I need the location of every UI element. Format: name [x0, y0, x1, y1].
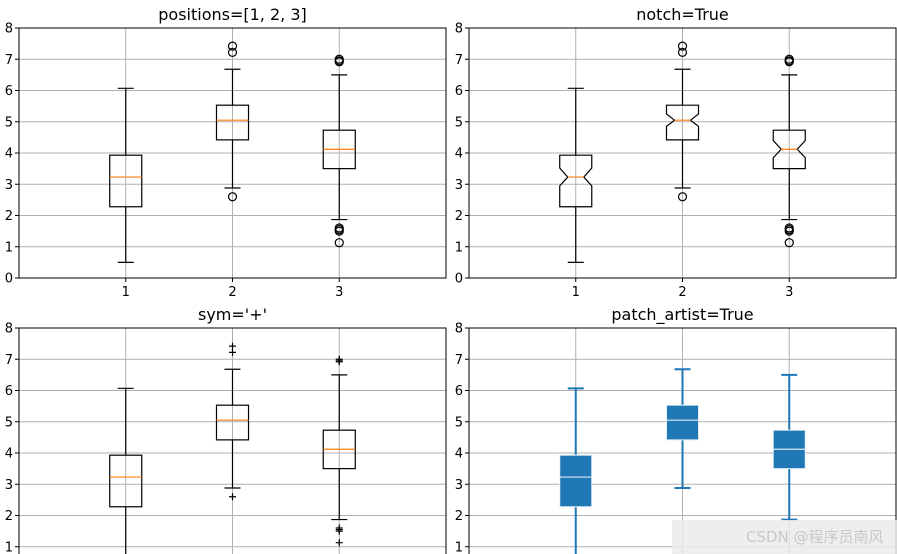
- notched-box: [665, 104, 700, 141]
- subplot-1: positions=[1, 2, 3] 0 1 2 3 4 5 6 7 8 1 2 3: [5, 5, 447, 300]
- y-tick-label: 6: [455, 384, 463, 399]
- box-2: [665, 41, 700, 202]
- outlier-point: [229, 342, 236, 350]
- box-3: [322, 54, 356, 248]
- outlier-point: [334, 238, 344, 248]
- y-tick-label: 0: [455, 272, 463, 287]
- y-tick-label: 7: [5, 53, 13, 68]
- outlier-point: [784, 226, 794, 236]
- axes-frame: [18, 327, 447, 554]
- outlier-point: [784, 57, 794, 67]
- y-tick-label: 7: [455, 53, 463, 68]
- box-3: [322, 355, 356, 547]
- subplot-4: patch_artist=True 1 2 3 4 5 6 7 8: [455, 305, 897, 554]
- box-2: [215, 342, 250, 501]
- y-tick-label: 3: [5, 478, 13, 493]
- subplot-title: patch_artist=True: [611, 305, 753, 325]
- box-body: [665, 404, 700, 441]
- y-tick-label: 3: [455, 178, 463, 193]
- outlier-point: [677, 192, 688, 202]
- box-1: [109, 87, 143, 263]
- box-1: [109, 387, 143, 554]
- axes-frame: [468, 27, 897, 279]
- outlier-point: [227, 192, 238, 202]
- y-tick-label: 1: [455, 240, 463, 255]
- subplot-title: sym='+': [198, 305, 267, 324]
- outlier-point: [677, 41, 688, 51]
- box-body: [215, 404, 250, 441]
- axes-frame: [468, 327, 897, 554]
- outlier-point: [784, 238, 794, 248]
- notched-box: [559, 154, 593, 208]
- y-tick-label: 1: [455, 540, 463, 554]
- y-tick-label: 4: [455, 447, 463, 462]
- outlier-point: [335, 358, 343, 366]
- y-tick-label: 1: [5, 240, 13, 255]
- notched-box: [772, 129, 806, 170]
- x-tick-label: 3: [785, 285, 793, 300]
- outlier-point: [335, 539, 343, 547]
- box-1: [559, 387, 593, 554]
- box-2: [665, 368, 700, 489]
- y-tick-label: 7: [5, 353, 13, 368]
- y-tick-label: 6: [5, 384, 13, 399]
- y-tick-label: 7: [455, 353, 463, 368]
- subplot-title: notch=True: [636, 5, 729, 24]
- outlier-point: [677, 47, 688, 57]
- subplot-title: positions=[1, 2, 3]: [158, 5, 306, 24]
- y-tick-label: 1: [5, 540, 13, 554]
- watermark: CSDN @程序员南风: [672, 520, 897, 554]
- outlier-point: [335, 527, 343, 535]
- y-tick-label: 2: [455, 509, 463, 524]
- y-tick-label: 6: [455, 84, 463, 99]
- outlier-point: [334, 57, 344, 67]
- y-tick-label: 6: [5, 84, 13, 99]
- x-tick-label: 1: [572, 285, 580, 300]
- x-tick-label: 1: [122, 285, 130, 300]
- box-1: [559, 87, 593, 263]
- y-tick-label: 8: [455, 22, 463, 37]
- box-3: [772, 373, 806, 521]
- outlier-point: [229, 493, 236, 501]
- y-tick-label: 4: [5, 447, 13, 462]
- y-tick-label: 8: [5, 322, 13, 337]
- y-tick-label: 3: [5, 178, 13, 193]
- x-tick-label: 2: [228, 285, 236, 300]
- y-tick-label: 5: [5, 115, 13, 130]
- outlier-point: [334, 226, 344, 236]
- y-tick-label: 5: [455, 415, 463, 430]
- x-tick-label: 2: [678, 285, 686, 300]
- subplot-2: notch=True 0 1 2 3 4 5 6 7 8 1 2 3: [455, 5, 897, 300]
- y-tick-label: 8: [455, 322, 463, 337]
- box-body: [109, 154, 143, 208]
- outlier-point: [227, 47, 238, 57]
- outlier-point: [227, 41, 238, 51]
- x-tick-label: 3: [335, 285, 343, 300]
- y-tick-label: 2: [455, 209, 463, 224]
- y-tick-label: 2: [5, 509, 13, 524]
- axes-frame: [18, 27, 447, 279]
- y-tick-label: 4: [5, 147, 13, 162]
- y-tick-label: 5: [455, 115, 463, 130]
- box-body: [559, 454, 593, 508]
- box-body: [215, 104, 250, 141]
- y-tick-label: 0: [5, 272, 13, 287]
- y-tick-label: 4: [455, 147, 463, 162]
- y-tick-label: 5: [5, 415, 13, 430]
- outlier-point: [229, 348, 236, 356]
- box-body: [109, 454, 143, 508]
- y-tick-label: 2: [5, 209, 13, 224]
- y-tick-label: 8: [5, 22, 13, 37]
- box-2: [215, 41, 250, 202]
- y-tick-label: 3: [455, 478, 463, 493]
- subplot-3: sym='+' 1 2 3 4 5 6 7 8: [5, 305, 447, 554]
- box-3: [772, 54, 806, 248]
